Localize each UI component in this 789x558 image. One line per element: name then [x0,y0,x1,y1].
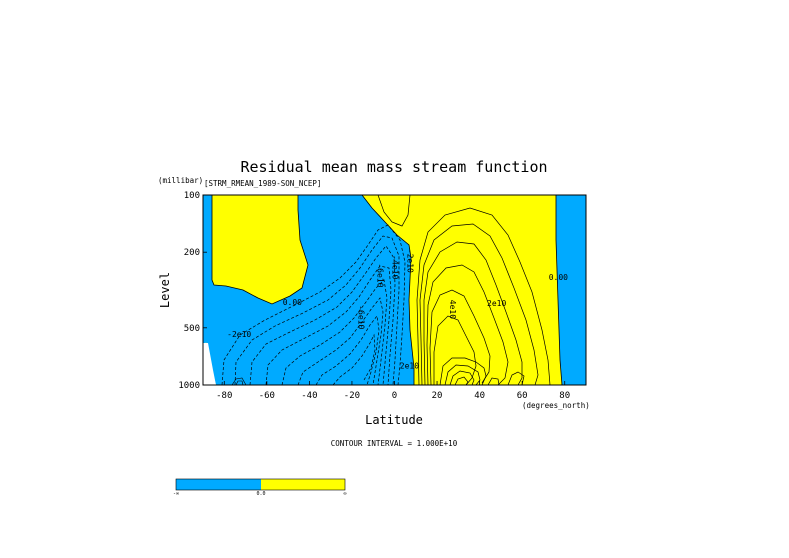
y-tick-label: 100 [184,191,200,201]
colorbar-tick-zero: 0.0 [256,491,265,497]
y-tick-label: 500 [184,324,200,334]
y-unit-label: (millibar) [158,176,203,185]
x-axis: -80 -60 -40 -20 0 20 40 60 80 [216,381,570,401]
colorbar-tick-min: -∞ [173,491,179,497]
y-axis-title: Level [158,272,172,308]
x-tick-label: 0 [392,391,397,401]
colorbar-frame [175,478,346,491]
contour-label: -4e10 [390,255,399,279]
missing-data-patch [203,343,216,385]
x-tick-label: -20 [344,391,360,401]
positive-fill-northern-hemisphere [362,195,562,385]
positive-fill-southern-high-latitudes [212,195,308,304]
zero-contours [211,195,563,385]
contour-label: -6e10 [375,263,384,287]
positive-contours [377,195,551,385]
contour-label: 2e10 [487,299,506,308]
contour-label: -6e10 [356,305,365,329]
contour-label: 4e10 [448,300,457,319]
y-axis: 100 200 500 1000 [178,191,207,391]
contour-labels: 0.00 -2e10 -6e10 -6e10 -4e10 -2e10 2e10 4e10 2e1… [227,249,568,371]
x-tick-label: 60 [517,391,528,401]
colorbar: -∞ 0.0 ∞ [173,478,347,497]
colorbar-tick-max: ∞ [343,491,346,497]
contour-label: 2e10 [400,362,419,371]
x-tick-label: -80 [216,391,232,401]
x-tick-label: 80 [559,391,570,401]
negative-contours [221,224,406,385]
y-tick-label: 200 [184,248,200,258]
x-unit-label: (degrees_north) [522,401,590,410]
dataset-label: [STRM_RMEAN_1989-SON_NCEP] [204,179,321,188]
colorbar-positive-swatch [261,479,345,490]
colorbar-negative-swatch [176,479,261,490]
contour-label: -2e10 [227,330,251,339]
x-tick-label: -60 [259,391,275,401]
x-tick-label: 20 [432,391,443,401]
x-tick-label: 40 [474,391,485,401]
contour-label: 0.00 [283,298,302,307]
x-tick-label: -40 [301,391,317,401]
contour-label: 0.00 [549,273,568,282]
contour-interval-text: CONTOUR INTERVAL = 1.000E+10 [331,439,458,448]
y-tick-label: 1000 [178,381,200,391]
polar-surface-contours [231,377,247,385]
plot-area: 0.00 -2e10 -6e10 -6e10 -4e10 -2e10 2e10 4e10 2e1… [203,195,586,385]
contour-label: -2e10 [405,249,414,273]
chart-title: Residual mean mass stream function [240,158,547,176]
x-axis-title: Latitude [365,413,423,427]
